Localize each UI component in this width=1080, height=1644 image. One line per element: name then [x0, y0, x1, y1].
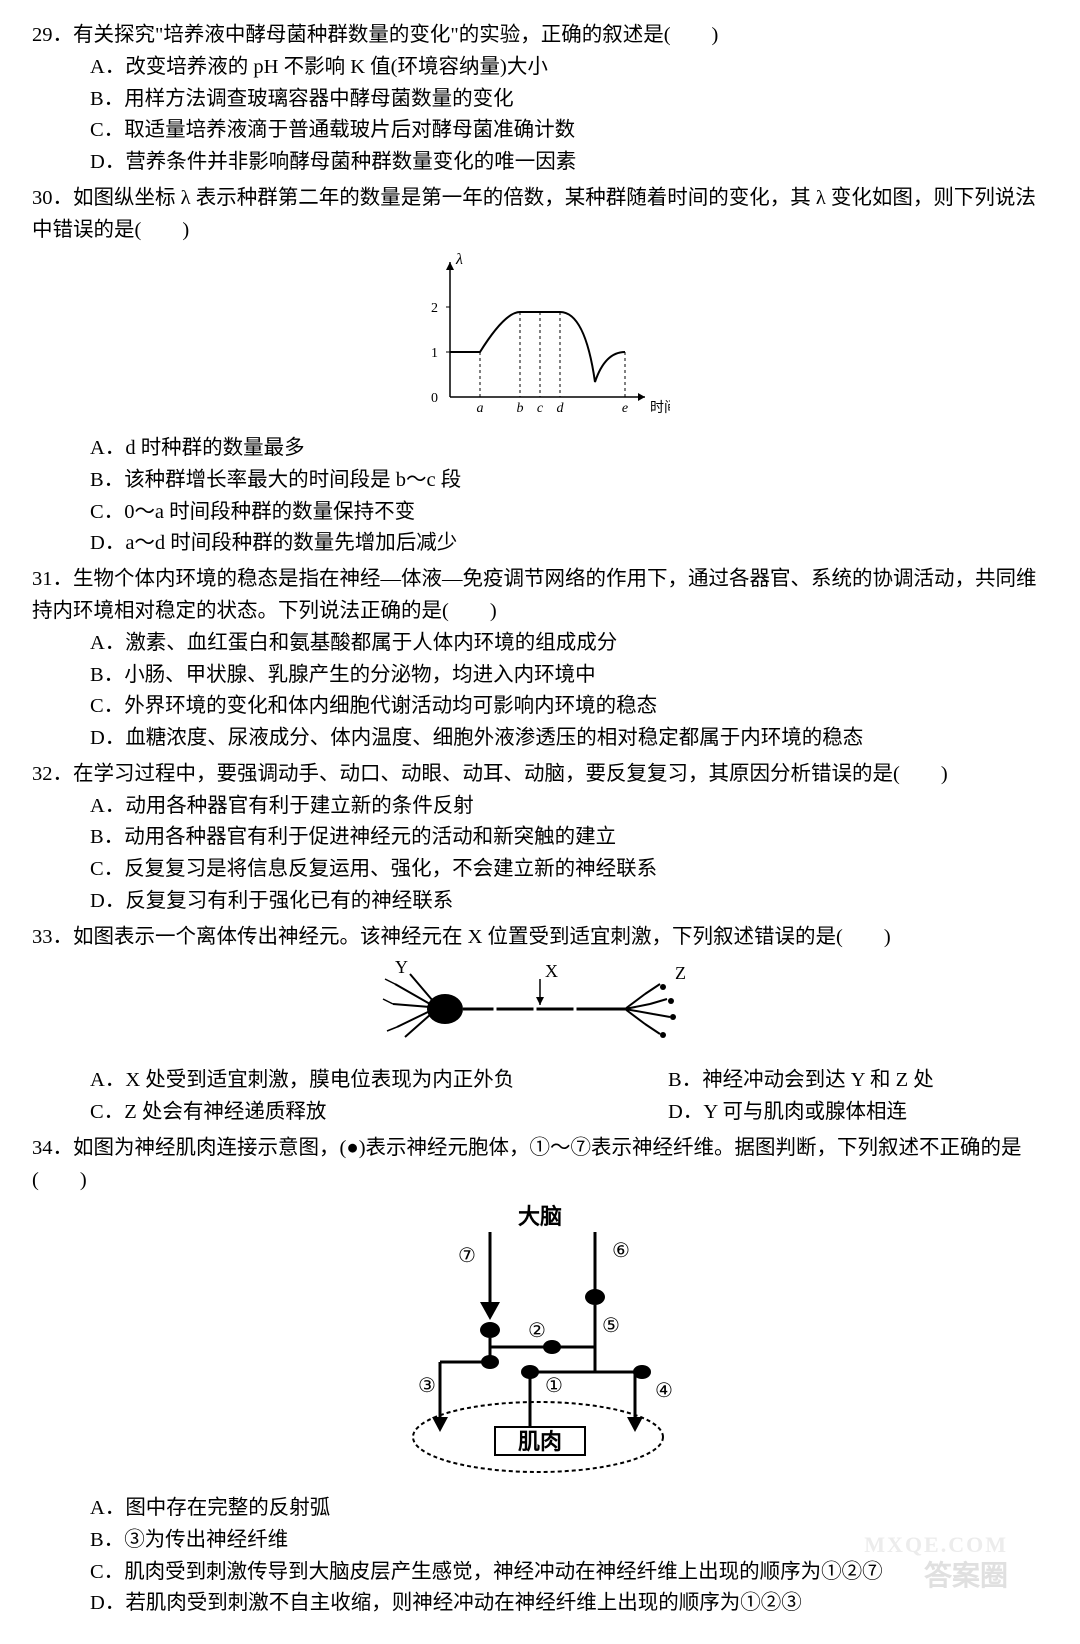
question-stem: 30．如图纵坐标 λ 表示种群第二年的数量是第一年的倍数，某种群随着时间的变化，… [32, 183, 1048, 247]
question-text: 如图为神经肌肉连接示意图，(●)表示神经元胞体，①～⑦表示神经纤维。据图判断，下… [32, 1137, 1022, 1191]
svg-text:时间: 时间 [650, 400, 670, 416]
question-30: 30．如图纵坐标 λ 表示种群第二年的数量是第一年的倍数，某种群随着时间的变化，… [32, 183, 1048, 560]
svg-text:①: ① [545, 1375, 563, 1397]
question-number: 34． [32, 1137, 73, 1159]
option-a: A．d 时种群的数量最多 [90, 433, 1048, 465]
option-d: D．a～d 时间段种群的数量先增加后减少 [90, 528, 1048, 560]
option-d: D．反复复习有利于强化已有的神经联系 [90, 886, 1048, 918]
svg-text:Y: Y [395, 959, 408, 977]
svg-text:X: X [545, 961, 558, 981]
option-b: B．动用各种器官有利于促进神经元的活动和新突触的建立 [90, 822, 1048, 854]
svg-text:⑤: ⑤ [602, 1315, 620, 1337]
lambda-chart-svg: 1 2 0 λ a b c d e 时间 [410, 252, 670, 422]
svg-text:③: ③ [418, 1375, 436, 1397]
question-text: 生物个体内环境的稳态是指在神经—体液—免疫调节网络的作用下，通过各器官、系统的协… [32, 568, 1037, 622]
question-stem: 34．如图为神经肌肉连接示意图，(●)表示神经元胞体，①～⑦表示神经纤维。据图判… [32, 1133, 1048, 1197]
question-text: 有关探究"培养液中酵母菌种群数量的变化"的实验，正确的叙述是( ) [73, 24, 718, 46]
svg-text:②: ② [528, 1320, 546, 1342]
svg-text:0: 0 [431, 391, 438, 406]
page: 29．有关探究"培养液中酵母菌种群数量的变化"的实验，正确的叙述是( ) A．改… [32, 20, 1048, 1620]
option-a: A．图中存在完整的反射弧 [90, 1493, 1048, 1525]
muscle-label: 肌肉 [518, 1429, 562, 1454]
svg-text:1: 1 [431, 346, 438, 361]
question-number: 32． [32, 763, 73, 785]
options: A．d 时种群的数量最多 B．该种群增长率最大的时间段是 b～c 段 C．0～a… [32, 433, 1048, 560]
question-text: 如图表示一个离体传出神经元。该神经元在 X 位置受到适宜刺激，下列叙述错误的是(… [73, 926, 891, 948]
svg-text:⑥: ⑥ [612, 1240, 630, 1262]
option-a: A．改变培养液的 pH 不影响 K 值(环境容纳量)大小 [90, 52, 1048, 84]
option-b: B．小肠、甲状腺、乳腺产生的分泌物，均进入内环境中 [90, 660, 1048, 692]
option-c: C．0～a 时间段种群的数量保持不变 [90, 497, 1048, 529]
option-c: C．取适量培养液滴于普通载玻片后对酵母菌准确计数 [90, 115, 1048, 147]
question-stem: 29．有关探究"培养液中酵母菌种群数量的变化"的实验，正确的叙述是( ) [32, 20, 1048, 52]
option-a: A．动用各种器官有利于建立新的条件反射 [90, 791, 1048, 823]
figure-neuron: Y X Z [32, 959, 1048, 1063]
brain-label: 大脑 [518, 1204, 562, 1229]
options: A．动用各种器官有利于建立新的条件反射 B．动用各种器官有利于促进神经元的活动和… [32, 791, 1048, 918]
option-b: B．该种群增长率最大的时间段是 b～c 段 [90, 465, 1048, 497]
neural-circuit-svg: 大脑 ⑦ ⑥ ② ⑤ [380, 1202, 700, 1482]
svg-text:a: a [477, 401, 484, 416]
svg-text:e: e [622, 401, 628, 416]
neuron-svg: Y X Z [375, 959, 705, 1054]
svg-text:d: d [557, 401, 565, 416]
question-stem: 33．如图表示一个离体传出神经元。该神经元在 X 位置受到适宜刺激，下列叙述错误… [32, 922, 1048, 954]
question-32: 32．在学习过程中，要强调动手、动口、动眼、动耳、动脑，要反复复习，其原因分析错… [32, 759, 1048, 918]
options: A．激素、血红蛋白和氨基酸都属于人体内环境的组成成分 B．小肠、甲状腺、乳腺产生… [32, 628, 1048, 755]
question-number: 30． [32, 187, 73, 209]
option-d: D．若肌肉受到刺激不自主收缩，则神经冲动在神经纤维上出现的顺序为①②③ [90, 1588, 1048, 1620]
figure-neural-circuit: 大脑 ⑦ ⑥ ② ⑤ [32, 1202, 1048, 1491]
option-d: D．Y 可与肌肉或腺体相连 [668, 1097, 1048, 1129]
svg-text:c: c [537, 401, 544, 416]
question-text: 如图纵坐标 λ 表示种群第二年的数量是第一年的倍数，某种群随着时间的变化，其 λ… [32, 187, 1036, 241]
question-stem: 32．在学习过程中，要强调动手、动口、动眼、动耳、动脑，要反复复习，其原因分析错… [32, 759, 1048, 791]
svg-text:2: 2 [431, 301, 438, 316]
question-text: 在学习过程中，要强调动手、动口、动眼、动耳、动脑，要反复复习，其原因分析错误的是… [73, 763, 948, 785]
option-b: B．用样方法调查玻璃容器中酵母菌数量的变化 [90, 84, 1048, 116]
question-31: 31．生物个体内环境的稳态是指在神经—体液—免疫调节网络的作用下，通过各器官、系… [32, 564, 1048, 755]
option-c: C．外界环境的变化和体内细胞代谢活动均可影响内环境的稳态 [90, 691, 1048, 723]
option-a: A．X 处受到适宜刺激，膜电位表现为内正外负 [90, 1065, 604, 1097]
options: A．X 处受到适宜刺激，膜电位表现为内正外负 B．神经冲动会到达 Y 和 Z 处… [32, 1065, 1048, 1129]
svg-text:b: b [517, 401, 524, 416]
figure-lambda-chart: 1 2 0 λ a b c d e 时间 [32, 252, 1048, 431]
option-c: C．反复复习是将信息反复运用、强化，不会建立新的神经联系 [90, 854, 1048, 886]
options: A．改变培养液的 pH 不影响 K 值(环境容纳量)大小 B．用样方法调查玻璃容… [32, 52, 1048, 179]
watermark-logo: 答案圈 [924, 1555, 1008, 1598]
question-number: 29． [32, 24, 73, 46]
option-d: D．营养条件并非影响酵母菌种群数量变化的唯一因素 [90, 147, 1048, 179]
question-number: 33． [32, 926, 73, 948]
question-stem: 31．生物个体内环境的稳态是指在神经—体液—免疫调节网络的作用下，通过各器官、系… [32, 564, 1048, 628]
svg-text:λ: λ [455, 252, 463, 268]
option-b: B．神经冲动会到达 Y 和 Z 处 [668, 1065, 1048, 1097]
svg-text:⑦: ⑦ [458, 1245, 476, 1267]
svg-text:Z: Z [675, 963, 686, 983]
svg-text:④: ④ [655, 1380, 673, 1402]
question-29: 29．有关探究"培养液中酵母菌种群数量的变化"的实验，正确的叙述是( ) A．改… [32, 20, 1048, 179]
question-33: 33．如图表示一个离体传出神经元。该神经元在 X 位置受到适宜刺激，下列叙述错误… [32, 922, 1048, 1129]
option-d: D．血糖浓度、尿液成分、体内温度、细胞外液渗透压的相对稳定都属于内环境的稳态 [90, 723, 1048, 755]
option-c: C．Z 处会有神经递质释放 [90, 1097, 604, 1129]
option-a: A．激素、血红蛋白和氨基酸都属于人体内环境的组成成分 [90, 628, 1048, 660]
question-number: 31． [32, 568, 73, 590]
